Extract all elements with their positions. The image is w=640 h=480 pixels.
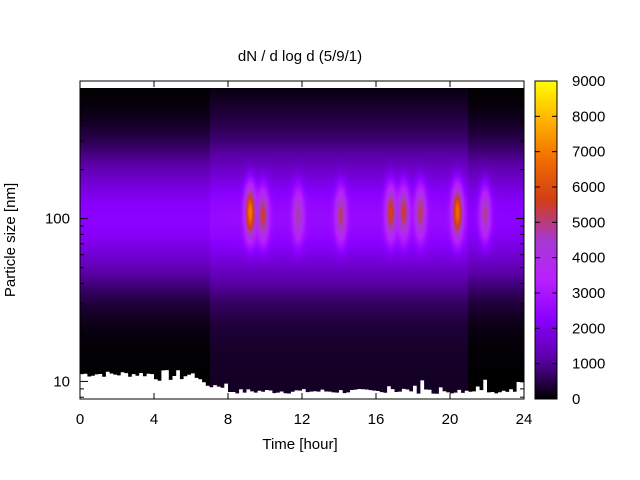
colorbar-tick-label: 5000 — [572, 214, 605, 231]
colorbar-tick-label: 2000 — [572, 320, 605, 337]
x-axis: 0 4 8 12 16 20 24 — [76, 81, 533, 428]
x-tick-label: 24 — [516, 411, 533, 428]
colorbar-ticks: 0 1000 2000 3000 4000 5000 6000 7000 8000 9000 — [535, 73, 605, 408]
colorbar-fill — [534, 80, 558, 400]
x-tick-label: 20 — [442, 411, 459, 428]
colorbar-tick-label: 4000 — [572, 250, 605, 267]
colorbar-tick-label: 8000 — [572, 108, 605, 125]
colorbar-tick-label: 0 — [572, 391, 580, 408]
y-tick-label: 100 — [45, 211, 70, 228]
y-axis: 10 100 — [45, 80, 524, 398]
chart-title: dN / d log d (5/9/1) — [238, 48, 362, 65]
x-axis-label: Time [hour] — [262, 436, 337, 453]
colorbar: 0 1000 2000 3000 4000 5000 6000 7000 8000 9000 — [534, 73, 605, 408]
plot-area: 0 4 8 12 16 20 24 10 100 — [45, 80, 533, 428]
colorbar-tick-label: 3000 — [572, 285, 605, 302]
x-tick-label: 16 — [368, 411, 385, 428]
y-axis-label: Particle size [nm] — [2, 183, 19, 297]
no-data-bottom — [80, 370, 524, 399]
colorbar-tick-label: 7000 — [572, 144, 605, 161]
x-tick-label: 12 — [294, 411, 311, 428]
x-tick-label: 0 — [76, 411, 84, 428]
y-tick-label: 10 — [53, 373, 70, 390]
colorbar-tick-label: 9000 — [572, 73, 605, 90]
heatmap-image — [80, 81, 524, 399]
colorbar-tick-label: 6000 — [572, 179, 605, 196]
x-tick-label: 8 — [224, 411, 232, 428]
colorbar-tick-label: 1000 — [572, 356, 605, 373]
x-tick-label: 4 — [150, 411, 158, 428]
